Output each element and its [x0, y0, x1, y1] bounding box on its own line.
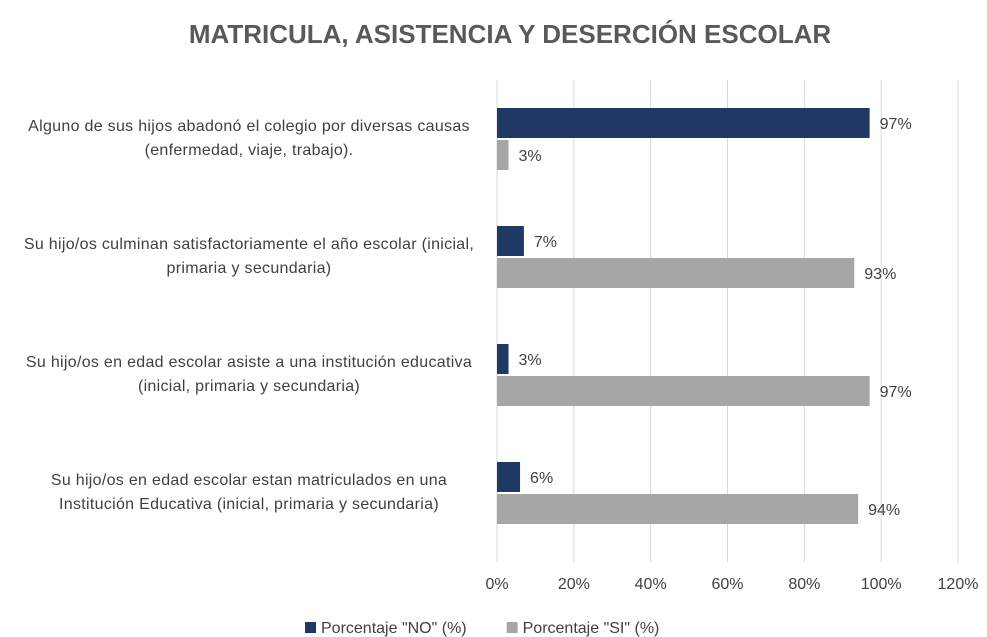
legend-label: Porcentaje "SI" (%): [523, 620, 660, 637]
bar: [497, 344, 509, 374]
legend-label: Porcentaje "NO" (%): [321, 620, 467, 637]
legend-swatch: [305, 622, 316, 633]
bar: [497, 376, 870, 406]
bar: [497, 226, 524, 256]
legend-swatch: [506, 622, 518, 633]
x-tick-label: 60%: [711, 576, 743, 593]
x-tick-label: 120%: [938, 576, 979, 593]
bar: [497, 140, 509, 170]
x-tick-label: 100%: [861, 576, 902, 593]
bar: [497, 462, 521, 492]
x-tick-label: 40%: [635, 576, 667, 593]
value-label: 97%: [880, 384, 912, 401]
bar: [497, 494, 859, 524]
value-label: 97%: [880, 116, 912, 133]
value-label: 94%: [868, 502, 900, 519]
value-label: 93%: [864, 266, 896, 283]
category-label: Alguno de sus hijos abadonó el colegio p…: [28, 118, 470, 159]
value-label: 3%: [519, 148, 542, 165]
bar: [497, 258, 855, 288]
x-tick-label: 80%: [788, 576, 820, 593]
x-tick-label: 0%: [485, 576, 508, 593]
bar: [497, 108, 870, 138]
category-label: Su hijo/os en edad escolar asiste a una …: [25, 354, 473, 395]
category-label: Su hijo/os culminan satisfactoriamente e…: [23, 236, 475, 277]
chart-title: MATRICULA, ASISTENCIA Y DESERCIÓN ESCOLA…: [189, 19, 832, 49]
value-label: 7%: [534, 234, 557, 251]
value-label: 6%: [530, 470, 553, 487]
x-tick-label: 20%: [558, 576, 590, 593]
value-label: 3%: [519, 352, 542, 369]
category-label: Su hijo/os en edad escolar estan matricu…: [50, 472, 448, 513]
